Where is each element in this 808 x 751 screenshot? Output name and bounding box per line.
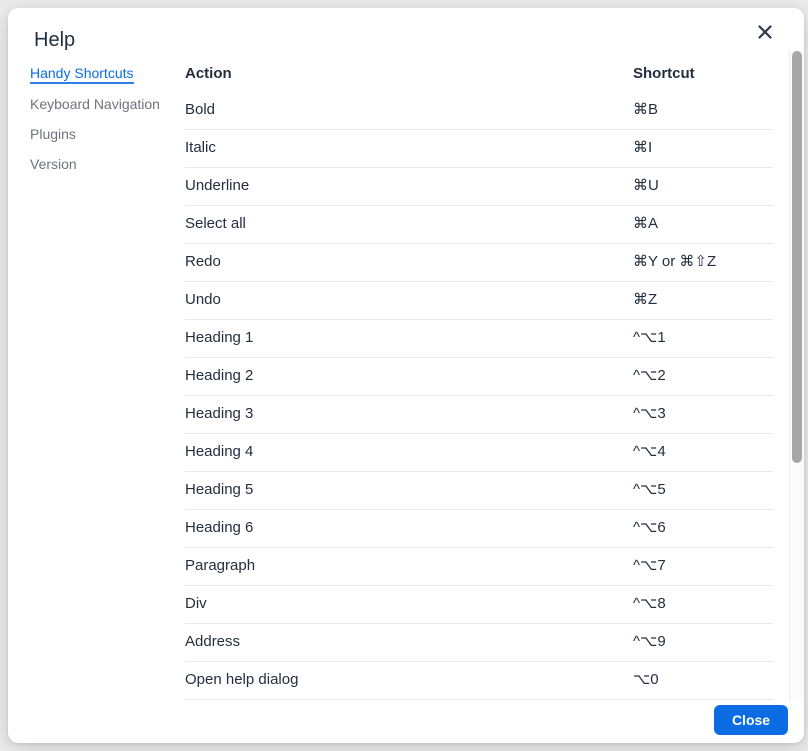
shortcut-cell: ⌘U [633, 167, 773, 206]
shortcut-cell: ^⌥5 [633, 471, 773, 510]
close-icon [757, 24, 773, 43]
table-row: Open help dialog ⌥0 [185, 661, 773, 700]
table-row: Heading 2 ^⌥2 [185, 357, 773, 396]
action-cell: Heading 5 [185, 471, 633, 510]
table-row: Div ^⌥8 [185, 585, 773, 624]
action-cell: Heading 4 [185, 433, 633, 472]
table-header-row: Action Shortcut [185, 50, 773, 92]
shortcut-cell: ^⌥4 [633, 433, 773, 472]
shortcut-cell: ^⌥9 [633, 623, 773, 662]
action-cell: Bold [185, 92, 633, 130]
table-row: Select all ⌘A [185, 205, 773, 244]
shortcuts-table: Action Shortcut Bold ⌘B Italic ⌘I Underlin… [185, 50, 773, 700]
help-dialog: Help Handy Shortcuts Keyboard Navigation… [8, 8, 804, 743]
shortcut-cell: ^⌥1 [633, 319, 773, 358]
action-cell: Italic [185, 129, 633, 168]
action-cell: Heading 6 [185, 509, 633, 548]
close-dialog-button[interactable]: Close [714, 705, 788, 735]
table-row: Underline ⌘U [185, 167, 773, 206]
action-column-header: Action [185, 65, 232, 82]
action-cell: Div [185, 585, 633, 624]
dialog-footer: Close [8, 701, 804, 743]
scrollbar-thumb[interactable] [792, 51, 802, 463]
action-cell: Underline [185, 167, 633, 206]
shortcut-cell: ^⌥6 [633, 509, 773, 548]
action-cell: Paragraph [185, 547, 633, 586]
tab-keyboard-navigation[interactable]: Keyboard Navigation [30, 96, 160, 112]
shortcut-cell: ^⌥3 [633, 395, 773, 434]
shortcut-cell: ⌘I [633, 129, 773, 168]
shortcut-column-header: Shortcut [633, 65, 695, 82]
close-button[interactable] [752, 20, 778, 46]
shortcut-cell: ⌘A [633, 205, 773, 244]
table-row: Heading 1 ^⌥1 [185, 319, 773, 358]
table-row: Undo ⌘Z [185, 281, 773, 320]
shortcut-cell: ^⌥8 [633, 585, 773, 624]
action-cell: Undo [185, 281, 633, 320]
table-row: Heading 5 ^⌥5 [185, 471, 773, 510]
tab-plugins[interactable]: Plugins [30, 126, 76, 142]
table-row: Paragraph ^⌥7 [185, 547, 773, 586]
action-cell: Heading 3 [185, 395, 633, 434]
scrollbar-track[interactable] [789, 50, 804, 700]
table-row: Heading 6 ^⌥6 [185, 509, 773, 548]
dialog-body: Handy Shortcuts Keyboard Navigation Plug… [8, 50, 804, 701]
action-cell: Open help dialog [185, 661, 633, 700]
table-row: Heading 4 ^⌥4 [185, 433, 773, 472]
shortcut-cell: ^⌥2 [633, 357, 773, 396]
shortcut-cell: ^⌥7 [633, 547, 773, 586]
table-row: Heading 3 ^⌥3 [185, 395, 773, 434]
help-tabs-sidebar: Handy Shortcuts Keyboard Navigation Plug… [8, 50, 185, 701]
table-row: Address ^⌥9 [185, 623, 773, 662]
tab-version[interactable]: Version [30, 156, 77, 172]
table-row: Italic ⌘I [185, 129, 773, 168]
dialog-title: Help [34, 29, 76, 51]
shortcut-cell: ⌘B [633, 92, 773, 130]
shortcut-cell: ⌘Y or ⌘⇧Z [633, 243, 773, 282]
tab-handy-shortcuts[interactable]: Handy Shortcuts [30, 65, 134, 84]
action-cell: Redo [185, 243, 633, 282]
action-cell: Heading 2 [185, 357, 633, 396]
dialog-header: Help [8, 8, 804, 50]
action-cell: Heading 1 [185, 319, 633, 358]
action-cell: Select all [185, 205, 633, 244]
action-cell: Address [185, 623, 633, 662]
table-row: Redo ⌘Y or ⌘⇧Z [185, 243, 773, 282]
shortcut-cell: ⌘Z [633, 281, 773, 320]
shortcuts-panel: Action Shortcut Bold ⌘B Italic ⌘I Underlin… [185, 50, 804, 701]
shortcut-cell: ⌥0 [633, 661, 773, 700]
table-row: Bold ⌘B [185, 92, 773, 130]
